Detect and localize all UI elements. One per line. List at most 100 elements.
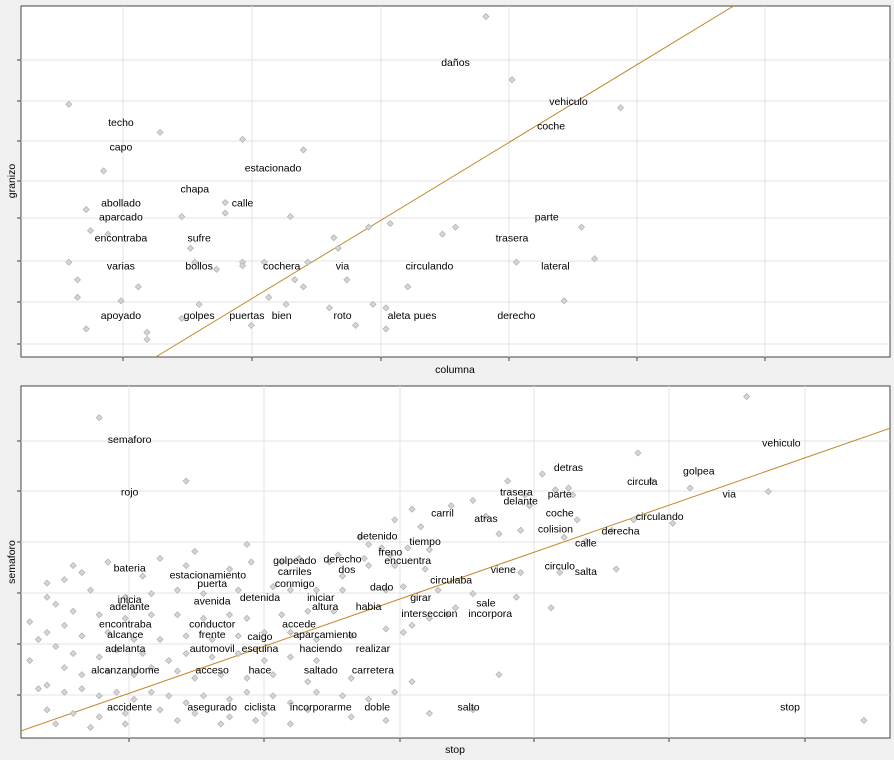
scatter-point (351, 321, 360, 329)
scatter-point (130, 671, 138, 679)
scatter-point (182, 649, 190, 658)
regression-line (21, 427, 890, 732)
scatter-point (186, 244, 195, 252)
scatter-point (325, 304, 334, 312)
word-label: circula (627, 476, 658, 488)
word-label: via (336, 261, 350, 273)
word-label: dos (338, 564, 355, 576)
scatter-point (26, 656, 34, 665)
scatter-point (78, 632, 86, 640)
scatter-point (447, 502, 455, 510)
scatter-point (221, 198, 229, 207)
word-label: puertas (229, 310, 264, 322)
scatter-point (60, 621, 69, 629)
scatter-point (382, 625, 390, 633)
x-axis-label: columna (435, 364, 475, 376)
word-label: golpes (184, 310, 215, 322)
scatter-point (82, 325, 90, 333)
scatter-point (338, 572, 347, 580)
scatter-point (34, 685, 42, 693)
word-label: lateral (541, 261, 570, 273)
scatter-point (560, 297, 568, 305)
scatter-point (239, 135, 247, 143)
scatter-point (199, 590, 208, 598)
scatter-point (382, 716, 390, 724)
scatter-point (95, 653, 103, 661)
word-label: derecha (602, 525, 640, 537)
scatter-point (191, 258, 199, 266)
scatter-point (225, 565, 234, 573)
scatter-point (504, 477, 512, 485)
granizo-vs-columna-panel: daños vehiculo coche techo capo estacionado ch… (6, 5, 891, 376)
scatter-point (225, 713, 234, 721)
word-label: sufre (187, 233, 211, 245)
scatter-point (260, 709, 268, 717)
scatter-point (182, 699, 190, 707)
scatter-point (217, 671, 225, 679)
scatter-point (99, 167, 108, 175)
scatter-point (764, 488, 772, 496)
scatter-point (408, 505, 416, 513)
word-label: automovil (190, 643, 235, 655)
scatter-point (260, 628, 268, 636)
scatter-point (52, 720, 60, 728)
scatter-point (191, 547, 199, 556)
scatter-point (378, 544, 386, 552)
axis-ticks (17, 440, 806, 742)
scatter-point (121, 614, 129, 622)
word-label: vehiculo (549, 96, 588, 108)
scatter-point (78, 671, 86, 679)
scatter-point (156, 635, 164, 644)
scatter-point (165, 692, 173, 700)
word-label: atras (474, 513, 497, 525)
scatter-point (686, 484, 694, 492)
word-label: inicia (118, 594, 142, 606)
word-label: parte (535, 212, 559, 224)
scatter-point (199, 614, 208, 622)
x-axis-label: stop (445, 744, 465, 756)
scatter-point (95, 414, 103, 422)
word-label: circulo (545, 561, 576, 573)
word-label: frente (199, 629, 226, 641)
word-label: realizar (356, 643, 391, 655)
scatter-point (95, 713, 103, 721)
scatter-point (365, 540, 373, 548)
scatter-point (234, 586, 242, 594)
scatter-point (282, 300, 290, 308)
scatter-point (69, 649, 77, 658)
scatter-point (95, 692, 103, 700)
scatter-point (325, 558, 334, 566)
scatter-point (221, 209, 229, 217)
word-label: parte (548, 488, 572, 500)
scatter-point (304, 706, 312, 714)
scatter-point (512, 593, 520, 601)
word-label: asegurado (187, 701, 237, 713)
word-label: circulando (636, 511, 684, 523)
scatter-point (286, 213, 294, 221)
word-label: incorporarme (290, 701, 352, 713)
scatter-point (334, 244, 342, 252)
points-layer (65, 12, 625, 344)
scatter-point (569, 491, 577, 499)
scatter-point (247, 558, 255, 566)
word-label: encuentra (384, 555, 431, 567)
scatter-point (521, 491, 529, 499)
scatter-point (330, 607, 338, 615)
scatter-point (86, 723, 95, 732)
word-label: circulando (405, 261, 453, 273)
scatter-point (78, 568, 86, 577)
scatter-point (669, 519, 677, 527)
scatter-point (382, 586, 390, 594)
scatter-point (34, 635, 42, 644)
word-label: cochera (263, 261, 301, 273)
word-label: adelanta (105, 643, 145, 655)
word-label: detras (554, 462, 583, 474)
word-label: estacionado (245, 162, 302, 174)
word-label: accede (282, 619, 316, 631)
word-label: colision (538, 524, 573, 536)
scatter-point (43, 579, 51, 587)
scatter-point (495, 530, 503, 538)
word-label: vehiculo (762, 437, 801, 449)
scatter-point (365, 223, 373, 231)
word-label: derecho (497, 310, 535, 322)
